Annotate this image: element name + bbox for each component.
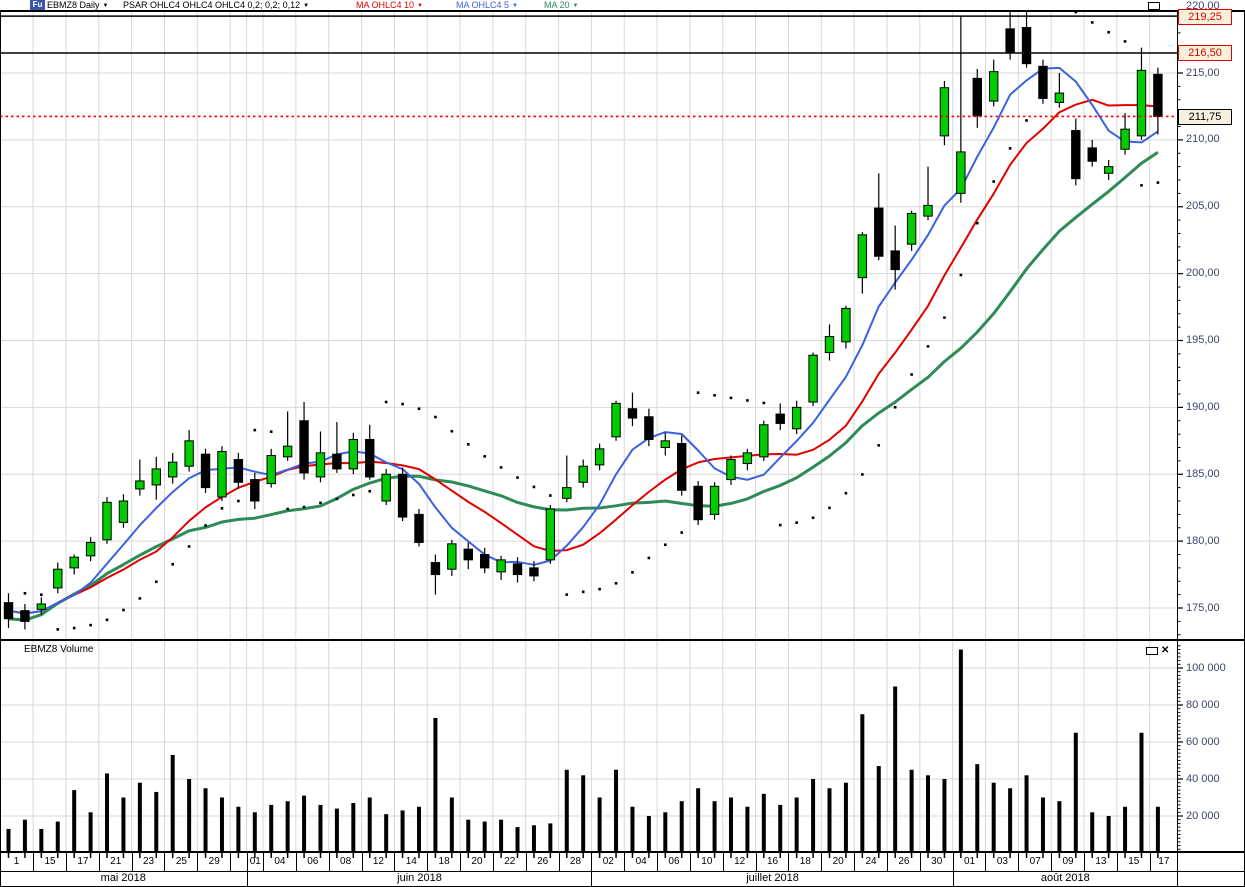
day-cell: 09 [1051,853,1084,871]
y-tick-label: 40 000 [1186,772,1220,785]
day-cell: 13 [1084,853,1117,871]
y-tick-label: 200,00 [1186,267,1220,280]
day-cell: 15 [1116,853,1150,871]
day-cell: 22 [492,853,526,871]
volume-pane-title: EBMZ8 Volume [24,644,94,655]
y-tick-label: 195,00 [1186,334,1220,346]
day-cell: 02 [591,853,624,871]
month-cell: août 2018 [952,871,1177,887]
ma-line [8,151,1159,622]
y-tick-label: 185,00 [1186,467,1220,480]
day-cell: 07 [1018,853,1051,871]
y-tick-label: 80 000 [1186,698,1220,711]
day-cell: 04 [263,853,296,871]
day-cell: 15 [33,853,66,871]
y-tick-label: 215,00 [1186,66,1220,79]
chevron-down-icon: ▼ [102,3,109,9]
day-cell: 26 [886,853,920,871]
day-cell: 24 [854,853,887,871]
chevron-down-icon: ▼ [512,3,518,9]
indicator-menu[interactable]: MA OHLC4 5 ▼ [456,0,518,10]
day-cell: 10 [689,853,723,871]
day-cell: 04 [624,853,657,871]
y-tick-label: 210,00 [1186,133,1220,146]
day-cell: 20 [821,853,854,871]
y-tick-label: 190,00 [1186,400,1220,413]
y-tick-label: 180,00 [1186,534,1220,547]
chevron-down-icon: ▼ [572,3,579,9]
alert-price-badge[interactable]: 219,25 [1178,8,1232,25]
indicator-menu[interactable]: MA 20 ▼ [544,0,578,10]
indicator-label: PSAR OHLC4 OHLC4 OHLC4 0,2; 0,2; 0,12 [123,0,301,10]
alert-price-badge[interactable]: 216,50 [1178,45,1232,62]
day-cell: 30 [919,853,953,871]
indicator-menu[interactable]: PSAR OHLC4 OHLC4 OHLC4 0,2; 0,2; 0,12 ▼ [123,0,309,10]
y-tick-label: 60 000 [1186,735,1220,748]
day-cell: 06 [295,853,329,871]
toolbar: Fu EBMZ8 Daily ▼ PSAR OHLC4 OHLC4 OHLC4 0… [0,0,1245,11]
ma-line [8,66,1159,615]
psar-dots [23,12,1160,631]
ma-line [8,98,1158,615]
indicator-label: MA 20 [544,0,570,10]
month-cell: juillet 2018 [591,871,952,887]
close-icon[interactable]: ✕ [1161,645,1170,656]
indicator-menu[interactable]: MA OHLC4 10 ▼ [356,0,423,10]
day-cell: 23 [131,853,165,871]
day-cell: 18 [427,853,460,871]
day-cell [230,853,246,871]
volume-bars [6,649,1160,851]
day-cell: 1 [13,856,20,867]
day-cell: 20 [460,853,493,871]
y-tick-label: 205,00 [1186,200,1220,213]
y-tick-label: 100 000 [1186,661,1226,674]
day-cell: 18 [788,853,821,871]
day-cell: 12 [722,853,756,871]
day-cell: 26 [525,853,559,871]
symbol-timeframe-menu[interactable]: EBMZ8 Daily ▼ [47,0,108,10]
last-price-badge: 211,75 [1178,108,1232,125]
indicator-label: MA OHLC4 10 [356,0,415,10]
day-cell: 08 [328,853,362,871]
day-cell: 16 [755,853,789,871]
day-cell: 01 [952,853,986,871]
restore-icon[interactable] [1148,2,1160,10]
day-cell: 21 [98,853,132,871]
day-cell: 17 [65,853,99,871]
month-cell: mai 2018 [100,872,146,884]
y-tick-label: 175,00 [1186,601,1220,614]
day-cell: 01 [246,853,263,871]
y-tick-label: 20 000 [1186,809,1220,822]
price-plot [3,12,1163,631]
symbol-label: EBMZ8 Daily [47,0,100,10]
day-cell: 25 [164,853,197,871]
day-cell: 29 [197,853,230,871]
chevron-down-icon: ▼ [417,3,423,9]
day-cell: 12 [361,853,395,871]
day-cell: 06 [657,853,690,871]
month-cell: juin 2018 [246,871,592,887]
candles [3,12,1163,630]
restore-icon[interactable] [1146,647,1158,655]
indicator-label: MA OHLC4 5 [456,0,510,10]
day-cell: 28 [558,853,592,871]
app-logo[interactable]: Fu [30,0,45,10]
day-cell: 14 [394,853,427,871]
day-cell: 03 [985,853,1018,871]
day-cell: 17 [1149,853,1177,871]
chevron-down-icon: ▼ [303,3,310,9]
